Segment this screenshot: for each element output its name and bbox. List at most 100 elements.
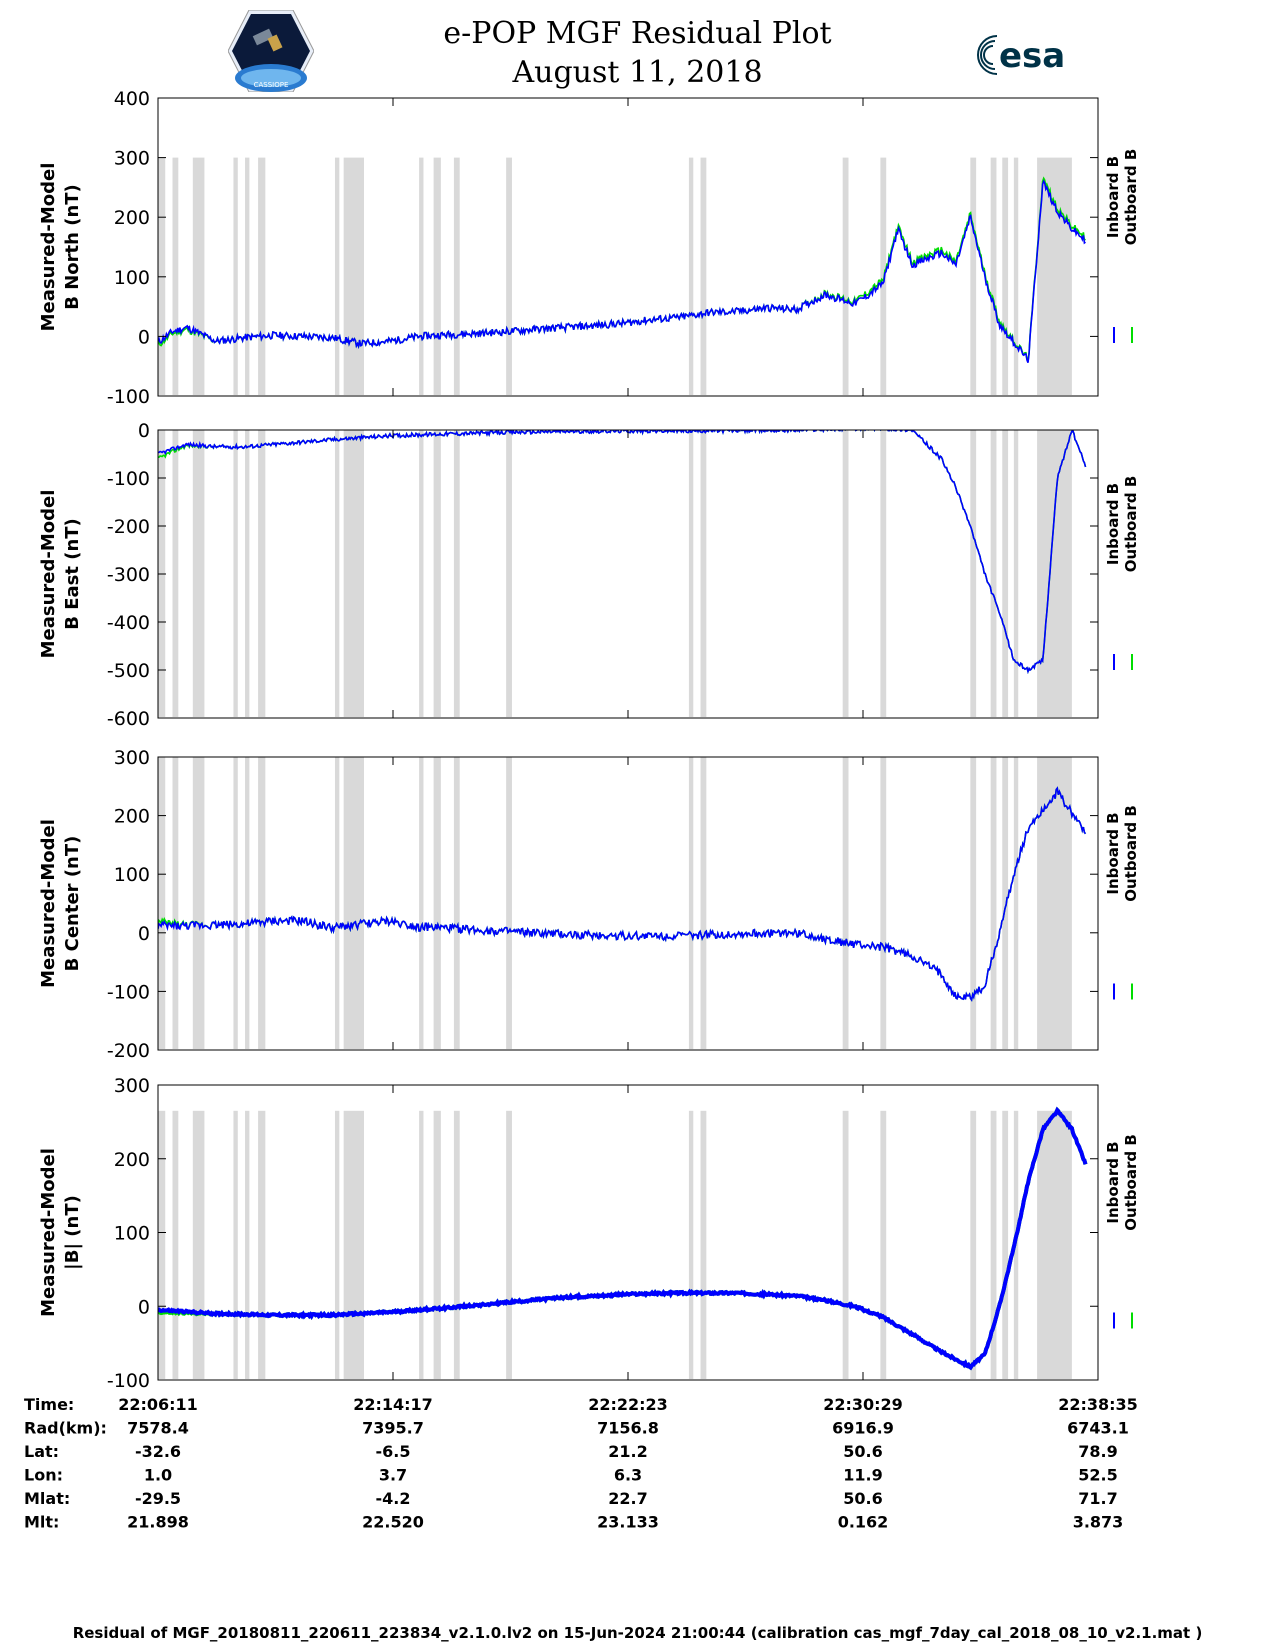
data-gap-band (1013, 430, 1019, 717)
data-gap-band (334, 1110, 340, 1379)
data-gap-band (688, 157, 694, 395)
data-gap-band (700, 757, 707, 1049)
data-gap-band (880, 157, 887, 395)
info-cell: 22.7 (608, 1489, 647, 1508)
data-gap-band (343, 1110, 364, 1379)
y-tick-label: 100 (114, 267, 150, 289)
data-gap-band (334, 157, 340, 395)
data-gap-band (419, 757, 424, 1049)
plot-title: e-POP MGF Residual Plot (443, 16, 832, 51)
data-gap-band (990, 430, 997, 717)
data-gap-band (233, 757, 238, 1049)
data-gap-band (343, 157, 364, 395)
data-gap-band (1037, 1110, 1072, 1379)
info-cell: 6743.1 (1067, 1419, 1129, 1438)
orbit-info-table: Time: Rad(km): Lat: Lon: Mlat: Mlt: 22:06:11 75… (24, 1395, 1138, 1532)
info-cell: 21.898 (127, 1513, 189, 1532)
y-axis-label: Measured-Model (38, 490, 59, 659)
y-tick-label: -100 (107, 1370, 150, 1392)
data-gap-band (158, 757, 166, 1049)
y-tick-label: 400 (114, 88, 150, 110)
info-cell: 6.3 (614, 1466, 642, 1485)
y-axis-label: B North (nT) (62, 184, 83, 310)
info-cell: 50.6 (843, 1489, 882, 1508)
legend-label-outboard: Outboard B (1122, 805, 1140, 902)
y-axis-label: B Center (nT) (62, 836, 83, 972)
panel-3: -200 -100 0 100 200 300 Measured-Model B Center… (38, 747, 1140, 1062)
y-tick-label: -500 (107, 660, 150, 682)
y-axis-label: Measured-Model (38, 819, 59, 988)
data-gap-band (172, 430, 179, 717)
data-gap-band (688, 1110, 694, 1379)
panel-1: -100 0 100 200 300 400 Measured-Model B North (… (38, 88, 1140, 408)
data-gap-band (245, 1110, 250, 1379)
y-tick-label: -100 (107, 468, 150, 490)
data-gap-band (343, 430, 364, 717)
y-tick-label: 200 (114, 207, 150, 229)
plot-date: August 11, 2018 (512, 55, 763, 90)
info-row-label: Lon: (24, 1466, 63, 1485)
data-gap-band (970, 1110, 977, 1379)
data-gap-band (343, 757, 364, 1049)
y-axis-label: Measured-Model (38, 1148, 59, 1317)
data-gap-band (453, 157, 460, 395)
esa-logo-text: esa (999, 36, 1065, 76)
data-gap-band (233, 430, 238, 717)
legend-label-outboard: Outboard B (1122, 476, 1140, 573)
series-line-outboard (158, 430, 1087, 675)
panel-axes-box (157, 1084, 1099, 1381)
data-gap-band (433, 157, 441, 395)
info-cell: 22:06:11 (118, 1395, 198, 1414)
data-gap-band (688, 757, 694, 1049)
panel-2: -600 -500 -400 -300 -200 -100 0 Measured-Model B… (38, 420, 1140, 730)
panel-4: -100 0 100 200 300 Measured-Model |B| (nT) Inbo… (38, 1075, 1140, 1392)
data-gap-band (970, 430, 977, 717)
info-row-label: Mlt: (24, 1513, 59, 1532)
series-line-inboard (158, 179, 1086, 363)
series-line-outboard (158, 1106, 1088, 1371)
data-gap-band (842, 430, 849, 717)
y-tick-label: 300 (114, 1075, 150, 1097)
data-gap-band (433, 757, 441, 1049)
data-gap-band (258, 157, 266, 395)
footer-caption: Residual of MGF_20180811_220611_223834_v… (72, 1624, 1203, 1642)
info-cell: 3.7 (379, 1466, 407, 1485)
data-gap-band (1037, 757, 1072, 1049)
data-gap-band (506, 430, 512, 717)
data-gap-band (506, 1110, 512, 1379)
info-cell: 78.9 (1078, 1442, 1117, 1461)
info-cell: 23.133 (597, 1513, 659, 1532)
data-gap-band (880, 1110, 887, 1379)
legend-label-inboard: Inboard B (1104, 1141, 1122, 1223)
y-tick-label: -600 (107, 708, 150, 730)
data-gap-band (192, 430, 205, 717)
info-cell: 22:38:35 (1058, 1395, 1138, 1414)
y-axis-label: B East (nT) (62, 518, 83, 630)
data-gap-band (258, 430, 266, 717)
info-cell: 22:22:23 (588, 1395, 668, 1414)
info-cell: 1.0 (144, 1466, 172, 1485)
info-cell: 7395.7 (362, 1419, 424, 1438)
series-line-outboard (158, 786, 1087, 1002)
data-gap-band (258, 757, 266, 1049)
data-gap-band (419, 430, 424, 717)
y-tick-label: -100 (107, 386, 150, 408)
data-gap-band (880, 430, 887, 717)
data-gap-band (842, 157, 849, 395)
info-cell: 22:14:17 (353, 1395, 433, 1414)
y-tick-label: -200 (107, 1040, 150, 1062)
y-tick-label: 300 (114, 148, 150, 170)
cassiope-logo-text: CASSIOPE (254, 81, 289, 89)
info-cell: -29.5 (135, 1489, 181, 1508)
data-gap-band (1037, 157, 1072, 395)
info-cell: 7156.8 (597, 1419, 659, 1438)
info-cell: 22:30:29 (823, 1395, 903, 1414)
y-tick-label: 200 (114, 1149, 150, 1171)
data-gap-band (1002, 430, 1009, 717)
legend-label-outboard: Outboard B (1122, 149, 1140, 246)
data-gap-band (192, 757, 205, 1049)
data-gap-band (970, 157, 977, 395)
info-cell: 7578.4 (127, 1419, 189, 1438)
y-tick-label: 0 (138, 1296, 150, 1318)
